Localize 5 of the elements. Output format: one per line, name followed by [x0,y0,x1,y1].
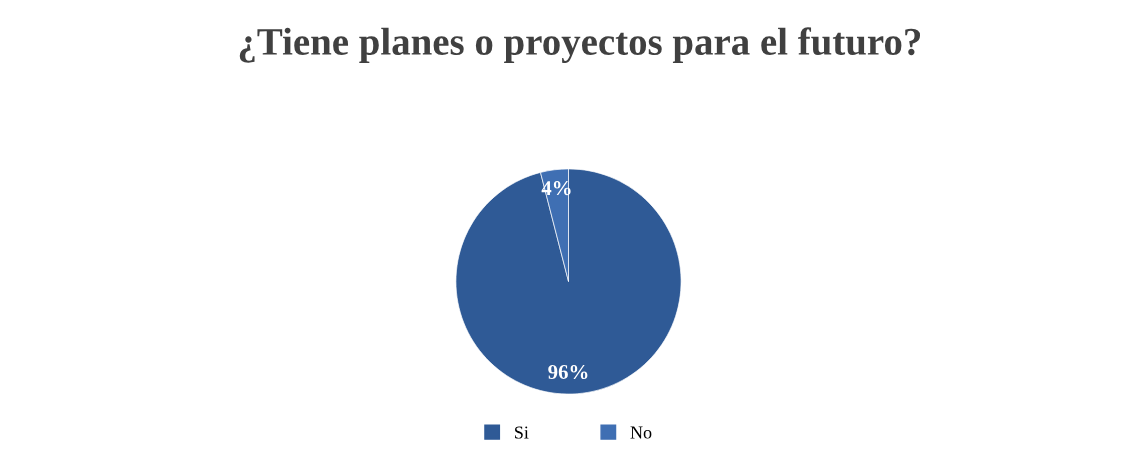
data-label: 96% [548,364,588,380]
legend-label: No [630,426,652,439]
pie-slice [455,168,682,395]
legend-label: Si [515,426,529,439]
chart-title: ¿Tiene planes o proyectos para el futuro? [239,27,921,64]
